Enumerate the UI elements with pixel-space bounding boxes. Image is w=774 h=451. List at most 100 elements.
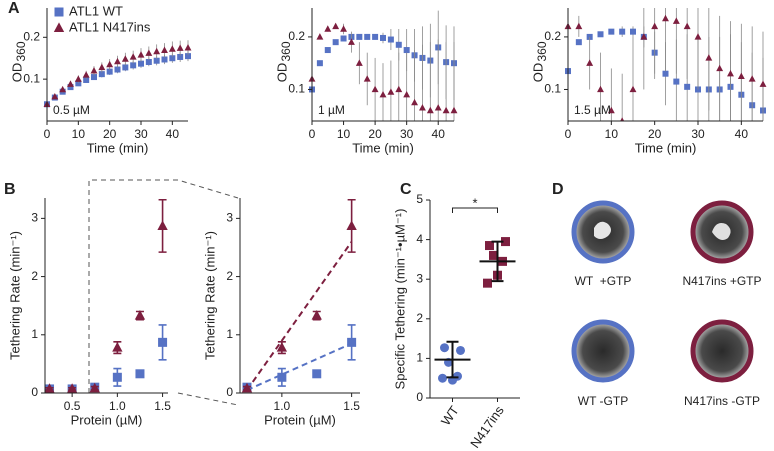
marker	[91, 74, 97, 81]
marker	[684, 83, 691, 90]
marker	[75, 80, 82, 87]
marker	[316, 60, 323, 67]
x-tick-label: 1.0	[274, 399, 291, 413]
x-tick-label: 30	[134, 127, 148, 141]
y-tick-label: 4	[416, 232, 423, 246]
marker	[379, 90, 387, 98]
x-tick-label: 10	[605, 127, 619, 141]
marker	[340, 25, 348, 32]
sd-bar	[446, 340, 459, 379]
x-tick-label: 40	[166, 127, 180, 141]
plot-area	[44, 198, 168, 393]
x-tick-label: 40	[432, 127, 446, 141]
marker	[438, 373, 447, 383]
marker	[277, 372, 287, 382]
annotation: 0.5 µM	[53, 103, 90, 117]
marker	[597, 31, 604, 38]
marker	[694, 33, 702, 40]
marker	[114, 57, 121, 65]
marker	[483, 278, 492, 288]
y-tick-label: 0.1	[23, 71, 40, 85]
marker	[67, 80, 74, 87]
marker	[426, 106, 434, 114]
y-axis-label: OD	[274, 63, 289, 83]
well-image	[690, 200, 754, 264]
well-label: N417ins -GTP	[684, 394, 760, 408]
marker	[364, 33, 371, 40]
axis	[239, 198, 360, 394]
marker	[619, 28, 626, 35]
marker	[161, 56, 168, 63]
marker	[485, 241, 494, 251]
marker	[145, 58, 152, 65]
marker	[90, 67, 98, 74]
marker	[387, 36, 394, 43]
marker	[575, 22, 583, 30]
marker	[74, 75, 82, 82]
x-tick-label: 30	[400, 127, 414, 141]
marker	[276, 341, 288, 352]
y-tick-label: 3	[31, 211, 38, 225]
x-tick-label: 20	[648, 127, 662, 141]
axis	[44, 198, 168, 394]
marker	[59, 85, 67, 93]
plot-area	[434, 237, 516, 385]
y-axis-label: Tethering Rate (min⁻¹)	[7, 231, 22, 360]
marker	[145, 49, 153, 56]
fit-line	[246, 241, 353, 391]
annotation: 1 µM	[318, 103, 345, 117]
marker	[134, 309, 146, 320]
marker	[737, 72, 745, 80]
marker	[651, 22, 659, 30]
y-tick-label: 0.2	[544, 29, 561, 43]
y-axis-label-subscript: 360	[14, 41, 28, 61]
marker	[683, 22, 691, 30]
marker	[347, 38, 355, 45]
x-axis-label: Time (min)	[635, 140, 697, 155]
marker	[161, 46, 168, 53]
y-tick-label: 1	[416, 351, 423, 365]
y-tick-label: 2	[416, 311, 423, 325]
x-tick-label: WT	[438, 403, 462, 428]
well-label: WT +GTP	[575, 274, 632, 288]
marker	[630, 28, 636, 35]
zoom-box	[88, 179, 239, 406]
plot-area	[241, 198, 357, 393]
y-tick-label: 2	[226, 269, 233, 283]
x-axis-label: Time (min)	[352, 140, 414, 155]
sd-bar	[491, 240, 504, 283]
marker	[153, 47, 161, 55]
marker	[403, 90, 411, 98]
marker	[135, 369, 145, 379]
marker	[112, 341, 123, 352]
panel-label: D	[552, 181, 564, 198]
x-axis-label: Protein (µM)	[264, 412, 336, 427]
marker	[442, 106, 450, 114]
marker	[53, 22, 65, 33]
y-axis-label: Tethering Rate (min⁻¹)	[202, 231, 217, 360]
marker	[363, 75, 371, 82]
legend-label: ATL1 N417ins	[69, 19, 151, 34]
significance-label: *	[472, 195, 477, 210]
y-tick-label: 5	[416, 192, 423, 206]
marker	[44, 383, 55, 393]
marker	[440, 343, 449, 353]
marker	[112, 372, 122, 382]
y-axis-label-subscript: 360	[535, 41, 549, 61]
well-image	[571, 319, 635, 383]
y-axis-label: OD	[9, 63, 24, 83]
y-tick-label: 1	[31, 327, 38, 341]
marker	[346, 220, 357, 230]
marker	[620, 117, 625, 121]
marker	[176, 44, 184, 51]
marker	[324, 47, 331, 54]
marker	[316, 33, 324, 40]
x-axis-label: Protein (µM)	[71, 412, 143, 427]
marker	[157, 220, 168, 230]
marker	[597, 85, 604, 93]
panel-label: C	[400, 181, 412, 198]
marker	[129, 53, 137, 60]
axis	[429, 200, 520, 399]
marker	[403, 47, 410, 54]
